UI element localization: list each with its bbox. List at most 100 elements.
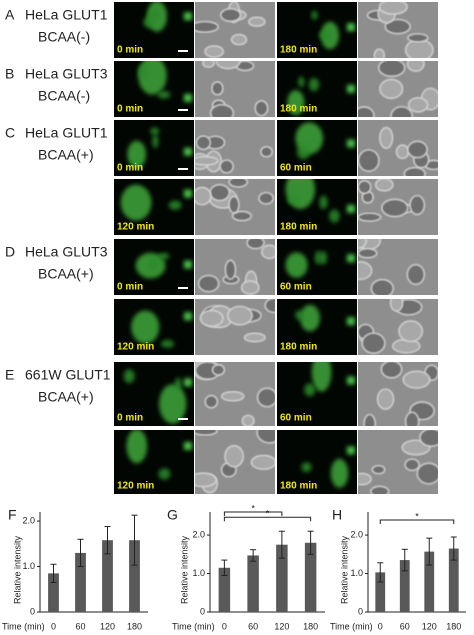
phase-cell <box>195 472 217 488</box>
time-label: 180 min <box>280 222 317 233</box>
phase-cell <box>373 48 385 58</box>
y-tick-label: 0 <box>200 606 205 616</box>
edge-blob <box>184 93 192 102</box>
phase-cell <box>376 388 395 410</box>
phase-cell <box>374 179 394 192</box>
phase-cell <box>254 100 269 117</box>
cell-signal <box>298 76 305 88</box>
tile-content <box>195 299 275 355</box>
y-axis-label: Relative intensity <box>12 535 22 604</box>
tile-content <box>358 179 438 235</box>
time-label: 0 min <box>117 45 143 56</box>
cell-signal <box>296 145 311 160</box>
phase-cell <box>380 362 403 379</box>
phase-cell <box>261 244 275 260</box>
image-tile <box>195 299 275 355</box>
image-tile <box>195 362 275 426</box>
phase-cell <box>227 305 253 326</box>
phase-cell <box>230 33 248 46</box>
phase-cell <box>221 391 245 402</box>
x-tick-label: 180 <box>127 621 142 631</box>
cell-signal <box>304 383 316 397</box>
image-tile <box>114 239 194 295</box>
bar <box>247 555 259 612</box>
phase-cell <box>215 61 241 70</box>
panel-subtitle: BCAA(+) <box>38 147 94 163</box>
time-label: 0 min <box>117 282 143 293</box>
row-divider <box>114 235 440 237</box>
bar <box>48 573 59 612</box>
image-tile <box>358 61 438 117</box>
bar <box>75 552 86 612</box>
edge-blob <box>184 12 192 21</box>
x-tick-label: 0 <box>222 621 227 631</box>
phase-cell <box>403 166 426 176</box>
time-label: 120 min <box>117 342 154 353</box>
tile-content <box>277 239 357 295</box>
x-tick-label: 180 <box>303 621 318 631</box>
significance-bracket <box>223 516 312 522</box>
y-tick-label: 0 <box>30 606 35 616</box>
cell-signal <box>157 252 170 260</box>
phase-cell <box>256 430 275 444</box>
cell-signal <box>157 90 171 99</box>
time-label: 120 min <box>117 222 154 233</box>
edge-blob <box>184 312 192 321</box>
phase-cell <box>202 61 215 68</box>
y-tick-label: 1.0 <box>192 568 205 578</box>
phase-cell <box>209 184 231 202</box>
row-divider <box>114 426 440 428</box>
cell-signal <box>311 10 318 20</box>
tile-content <box>114 2 194 58</box>
panel-title: HeLa GLUT3 <box>25 244 108 260</box>
significance-star: * <box>415 511 419 521</box>
phase-cell <box>195 20 219 33</box>
time-label: 60 min <box>280 413 312 424</box>
phase-cell <box>358 261 373 281</box>
image-tile <box>195 120 275 176</box>
edge-blob <box>347 84 355 93</box>
phase-cell <box>404 411 420 426</box>
cell-signal <box>319 30 333 40</box>
phase-cell <box>228 195 240 214</box>
image-tile <box>358 120 438 176</box>
image-tile <box>195 2 275 58</box>
significance-bracket <box>223 511 283 516</box>
x-tick-label: 120 <box>422 621 437 631</box>
image-tile <box>277 362 357 426</box>
bar <box>102 540 113 612</box>
y-tick-label: 1.0 <box>350 568 363 578</box>
row-divider <box>114 176 440 178</box>
y-tick-label: 0 <box>358 606 363 616</box>
panel-title: HeLa GLUT1 <box>25 125 108 141</box>
image-tile <box>114 299 194 355</box>
panel-subtitle: BCAA(-) <box>38 88 90 104</box>
phase-cell <box>358 149 380 172</box>
time-label: 180 min <box>280 104 317 115</box>
tile-content <box>277 430 357 494</box>
phase-cell <box>379 78 404 99</box>
phase-cell <box>256 387 275 408</box>
edge-blob <box>184 147 192 156</box>
phase-cell <box>197 274 220 293</box>
image-tile <box>114 120 194 176</box>
phase-cell <box>389 299 404 312</box>
phase-cell <box>358 106 375 117</box>
phase-cell <box>219 159 234 174</box>
edge-blob <box>347 317 355 326</box>
cell-signal <box>138 66 146 78</box>
phase-cell <box>195 186 212 206</box>
bar <box>424 551 435 612</box>
edge-blob <box>184 260 192 269</box>
phase-cell <box>406 61 425 72</box>
phase-cell <box>358 212 382 222</box>
y-tick-label: 2.0 <box>192 529 205 539</box>
phase-cell <box>398 320 424 343</box>
cell-signal <box>123 369 135 384</box>
tile-content <box>195 362 275 426</box>
phase-cell <box>390 106 413 117</box>
tile-content <box>277 61 357 117</box>
phase-cell <box>407 97 429 113</box>
phase-cell <box>211 364 226 376</box>
tile-content <box>277 2 357 58</box>
